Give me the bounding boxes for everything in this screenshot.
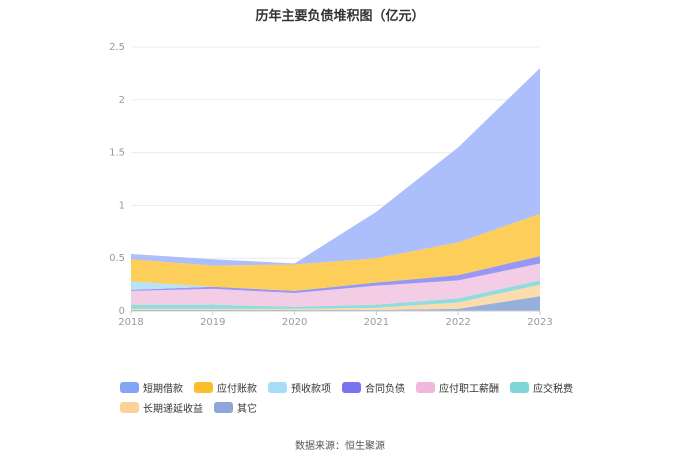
x-tick-label: 2018 [118,317,143,328]
legend-item[interactable]: 短期借款 [120,380,183,395]
y-tick-label: 2 [119,95,125,106]
y-tick-label: 2.5 [109,42,125,53]
y-tick-label: 1.5 [109,148,125,159]
legend-item[interactable]: 应付账款 [194,380,257,395]
legend-label: 应付账款 [217,383,257,395]
legend-label: 应付职工薪酬 [439,383,499,395]
area-series [131,256,540,294]
legend-label: 长期递延收益 [143,403,203,415]
legend-label: 预收款项 [291,383,331,395]
legend-swatch [120,381,139,393]
area-series [131,68,540,266]
x-tick-label: 2023 [527,317,552,328]
legend-swatch [214,401,233,413]
legend-item[interactable]: 合同负债 [342,380,405,395]
legend-item[interactable]: 应交税费 [510,380,573,395]
y-tick-label: 0 [119,306,125,317]
legend-row: 长期递延收益 其它 [120,397,600,417]
legend-row: 短期借款 应付账款 预收款项 合同负债 应付职工薪酬 应交税费 [120,377,600,397]
legend-label: 短期借款 [143,383,183,395]
area-series [131,263,540,307]
legend-item[interactable]: 长期递延收益 [120,400,203,415]
y-tick-label: 0.5 [109,253,125,264]
x-tick-label: 2021 [364,317,389,328]
legend-item[interactable]: 其它 [214,400,257,415]
chart-legend: 短期借款 应付账款 预收款项 合同负债 应付职工薪酬 应交税费长期递延收益 其它 [120,377,600,417]
chart-title: 历年主要负债堆积图（亿元） [255,9,425,24]
x-tick-label: 2019 [200,317,225,328]
area-series [131,213,540,291]
area-series [131,280,540,309]
legend-label: 合同负债 [365,383,405,395]
area-series [131,256,540,291]
legend-swatch [120,401,139,413]
legend-swatch [194,381,213,393]
area-chart: 0 0.5 1 1.5 2 2.5 2018 2019 2020 2021 2022 2023 [109,42,553,328]
legend-item[interactable]: 应付职工薪酬 [416,380,499,395]
legend-item[interactable]: 预收款项 [268,380,331,395]
data-source: 数据来源：恒生聚源 [295,441,385,452]
x-tick-label: 2022 [445,317,470,328]
legend-label: 应交税费 [533,383,573,395]
y-tick-label: 1 [119,200,125,211]
x-tick-label: 2020 [282,317,307,328]
legend-swatch [510,381,529,393]
area-series [131,296,540,311]
legend-swatch [268,381,287,393]
legend-swatch [342,381,361,393]
legend-swatch [416,381,435,393]
legend-label: 其它 [237,403,257,415]
